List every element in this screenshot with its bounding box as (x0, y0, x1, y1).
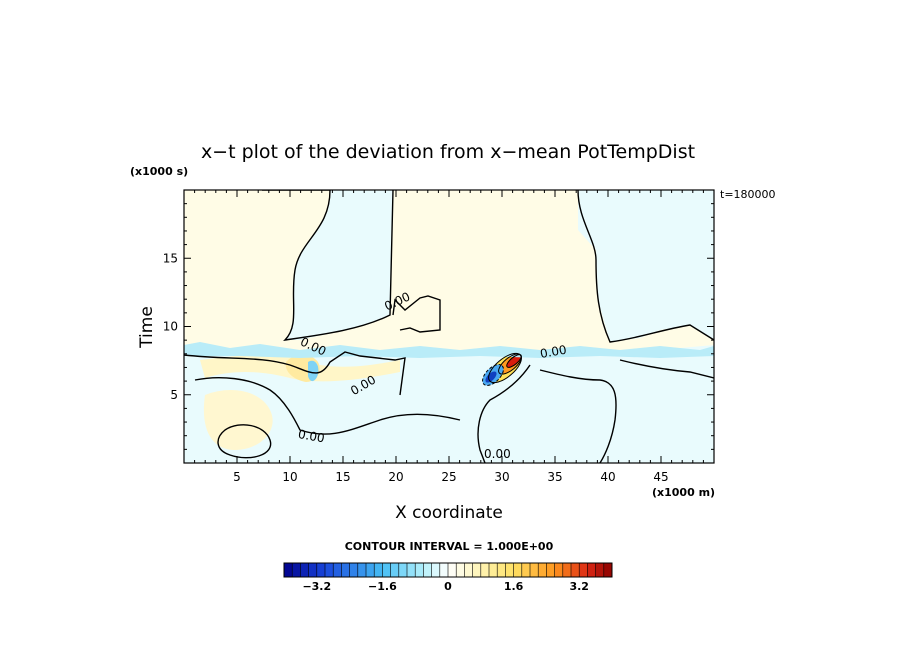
x-axis: 5 10 15 20 25 30 35 40 45 (194, 190, 704, 484)
colorbar-cell (456, 563, 465, 577)
region-upper-center-cool (262, 190, 393, 340)
colorbar-cell (538, 563, 547, 577)
colorbar-cell (489, 563, 498, 577)
contour-label: 0.00 (484, 447, 511, 461)
colorbar-cell (316, 563, 326, 577)
colorbar-cell (374, 563, 383, 577)
colorbar-cell (308, 563, 318, 577)
colorbar-cell (587, 563, 596, 577)
x-tick-label: 25 (441, 470, 456, 484)
time-stamp-label: t=180000 (720, 188, 776, 201)
region-upper-right-cool (578, 190, 714, 342)
colorbar-tick-label: 1.6 (504, 580, 524, 593)
x-tick-label: 15 (335, 470, 350, 484)
colorbar-tick-label: 0 (444, 580, 452, 593)
colorbar-frame (283, 562, 613, 578)
contour-lines (184, 190, 714, 463)
contour-interval-label: CONTOUR INTERVAL = 1.000E+00 (345, 540, 554, 553)
colorbar-cell (366, 563, 375, 577)
colorbar-cell (423, 563, 432, 577)
colorbar-cell (562, 563, 572, 577)
colorbar-cell (464, 563, 473, 577)
colorbar (283, 562, 613, 578)
x-tick-label: 30 (494, 470, 509, 484)
colorbar-cell (341, 563, 350, 577)
colorbar-cell (497, 563, 506, 577)
colorbar-cell (521, 563, 531, 577)
x-tick-label: 20 (388, 470, 403, 484)
colorbar-tick-label: 3.2 (569, 580, 589, 593)
colorbar-cell (382, 563, 391, 577)
x-tick-label: 5 (233, 470, 241, 484)
colorbar-cell (480, 563, 490, 577)
colorbar-cell (546, 563, 555, 577)
colorbar-cell (333, 563, 342, 577)
colorbar-tick-label: −1.6 (368, 580, 397, 593)
colorbar-cell (530, 563, 539, 577)
y-axis-label: Time (137, 306, 157, 349)
colorbar-cell (292, 563, 301, 577)
x-axis-label: X coordinate (395, 503, 503, 523)
colorbar-cell (349, 563, 359, 577)
x-tick-label: 45 (653, 470, 668, 484)
colorbar-cell (505, 563, 514, 577)
y-axis: 5 10 15 (163, 203, 714, 450)
contour-label: 0.00 (539, 343, 568, 361)
contour-label: 0.00 (297, 427, 326, 445)
cool-patch (308, 360, 319, 382)
colorbar-cell (513, 563, 523, 577)
boundary-strip (184, 342, 714, 358)
field-area (184, 190, 714, 463)
colorbar-cell (448, 563, 457, 577)
colorbar-cell (398, 563, 408, 577)
colorbar-cell (284, 563, 293, 577)
y-tick-label: 10 (163, 320, 178, 334)
x-unit-label: (x1000 m) (652, 486, 715, 499)
colorbar-tick-label: −3.2 (302, 580, 331, 593)
colorbar-cell (431, 563, 441, 577)
dipole-contours (482, 352, 522, 386)
x-tick-label: 10 (282, 470, 297, 484)
y-tick-label: 5 (170, 388, 178, 402)
colorbar-cell (300, 563, 309, 577)
colorbar-cell (439, 563, 449, 577)
colorbar-cell (357, 563, 367, 577)
x-tick-label: 40 (600, 470, 615, 484)
colorbar-cell (415, 563, 424, 577)
colorbar-cell (603, 563, 613, 577)
colorbar-cell (579, 563, 588, 577)
colorbar-cell (325, 563, 334, 577)
colorbar-cell (554, 563, 564, 577)
colorbar-cell (390, 563, 400, 577)
y-tick-label: 15 (163, 251, 178, 265)
colorbar-ticks: −3.2 −1.6 0 1.6 3.2 (302, 580, 589, 593)
x-tick-label: 35 (547, 470, 562, 484)
colorbar-cell (571, 563, 580, 577)
colorbar-cell (472, 563, 482, 577)
y-unit-label: (x1000 s) (130, 165, 188, 178)
chart-title: x−t plot of the deviation from x−mean Po… (201, 141, 695, 163)
colorbar-cell (595, 563, 605, 577)
colorbar-cell (407, 563, 416, 577)
